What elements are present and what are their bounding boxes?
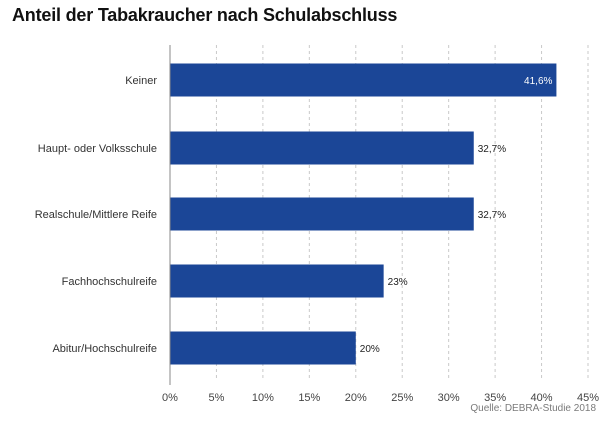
- value-label: 20%: [360, 344, 380, 355]
- category-label: Keiner: [125, 75, 157, 87]
- bar: [170, 197, 474, 231]
- x-tick-label: 40%: [531, 392, 553, 404]
- x-tick-label: 25%: [391, 392, 413, 404]
- x-tick-label: 5%: [208, 392, 224, 404]
- x-tick-label: 10%: [252, 392, 274, 404]
- category-label: Fachhochschulreife: [62, 276, 157, 288]
- bar: [170, 264, 384, 298]
- value-label: 32,7%: [478, 144, 506, 155]
- x-tick-label: 20%: [345, 392, 367, 404]
- category-label: Abitur/Hochschulreife: [52, 343, 157, 355]
- x-tick-label: 0%: [162, 392, 178, 404]
- x-tick-label: 15%: [298, 392, 320, 404]
- x-tick-label: 45%: [577, 392, 599, 404]
- x-tick-label: 30%: [438, 392, 460, 404]
- value-label: 23%: [388, 277, 408, 288]
- category-label: Realschule/Mittlere Reife: [35, 209, 157, 221]
- chart-title: Anteil der Tabakraucher nach Schulabschl…: [12, 5, 398, 25]
- bar: [170, 131, 474, 165]
- bar: [170, 63, 557, 97]
- category-label: Haupt- oder Volksschule: [38, 143, 157, 155]
- value-label: 41,6%: [524, 76, 552, 87]
- x-tick-label: 35%: [484, 392, 506, 404]
- bar: [170, 331, 356, 365]
- source-note: Quelle: DEBRA-Studie 2018: [470, 403, 596, 414]
- value-label: 32,7%: [478, 210, 506, 221]
